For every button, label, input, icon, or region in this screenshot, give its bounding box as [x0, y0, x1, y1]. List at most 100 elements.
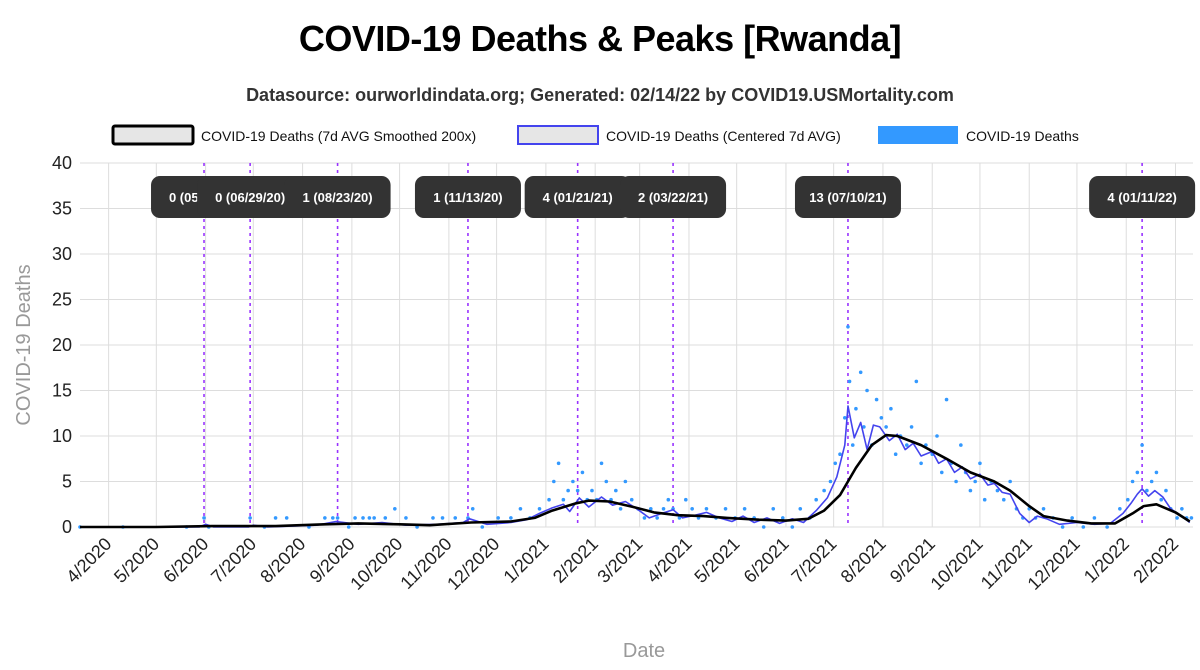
centered-avg-line [80, 405, 1191, 528]
legend-swatch-daily [878, 126, 958, 144]
peak-label-text: 13 (07/10/21) [809, 190, 886, 205]
daily-death-point [944, 397, 949, 402]
daily-death-point [865, 388, 869, 393]
peak-label: 1 (08/23/20) [284, 176, 391, 218]
daily-death-point [1118, 507, 1122, 511]
daily-death-point [905, 443, 909, 447]
daily-death-point [1126, 497, 1130, 502]
chart-subtitle: Datasource: ourworldindata.org; Generate… [246, 85, 954, 105]
daily-death-point [566, 488, 570, 493]
peak-label-text: 2 (03/22/21) [638, 190, 708, 205]
daily-death-point [361, 516, 365, 520]
y-tick-label: 10 [52, 426, 72, 446]
daily-death-point [1154, 470, 1159, 475]
x-tick-label: 1/2021 [500, 534, 553, 587]
x-tick-label: 4/2021 [643, 534, 696, 587]
daily-death-point [404, 516, 408, 520]
x-tick-label: 3/2021 [593, 534, 646, 587]
daily-death-point [655, 516, 659, 520]
daily-death-point [1041, 507, 1046, 511]
y-axis: 0 5 10 15 20 25 30 35 40 [52, 153, 72, 537]
peak-label-box [284, 176, 391, 218]
daily-death-point [353, 516, 357, 520]
daily-death-point [858, 370, 863, 375]
x-tick-label: 12/2021 [1024, 534, 1084, 594]
daily-death-point [814, 497, 818, 502]
daily-death-point [575, 488, 580, 493]
x-tick-label: 12/2020 [443, 534, 503, 594]
daily-death-point [614, 488, 618, 493]
daily-death-point [879, 416, 884, 420]
daily-death-point [677, 516, 682, 520]
daily-death-point [1092, 516, 1097, 520]
daily-death-point [761, 525, 766, 529]
daily-death-point [661, 507, 666, 511]
daily-death-point [847, 379, 852, 384]
daily-death-point [1070, 516, 1074, 520]
daily-death-point [838, 452, 842, 457]
daily-death-point [846, 325, 850, 329]
x-tick-label: 4/2020 [62, 534, 115, 587]
daily-death-point [623, 479, 628, 484]
daily-death-point [666, 497, 671, 502]
daily-death-point [954, 479, 958, 484]
legend-label-smoothed: COVID-19 Deaths (7d AVG Smoothed 200x) [201, 128, 476, 144]
daily-death-point [723, 507, 728, 511]
x-tick-label: 7/2021 [787, 534, 840, 587]
peak-label-box [1089, 176, 1196, 218]
daily-death-point [790, 525, 795, 529]
daily-death-point [798, 507, 803, 511]
daily-death-point [496, 516, 500, 520]
daily-death-point [202, 516, 206, 520]
daily-death-point [1145, 488, 1149, 493]
daily-death-point [973, 479, 977, 484]
daily-death-point [968, 488, 973, 493]
daily-death-point [889, 406, 893, 411]
legend-swatch-smoothed [111, 124, 195, 146]
peak-labels: 0 (05/31/20)0 (06/29/20)1 (08/23/20)1 (1… [151, 176, 1196, 218]
peak-lines [203, 163, 1143, 527]
daily-death-point [431, 516, 435, 520]
daily-death-point [1001, 497, 1006, 502]
x-tick-label: 6/2020 [159, 534, 212, 587]
daily-death-point [642, 516, 647, 520]
daily-death-point [842, 416, 847, 420]
x-axis-title: Date [623, 640, 665, 662]
daily-death-point [331, 516, 335, 520]
daily-death-point [440, 516, 445, 520]
daily-death-point [1081, 525, 1086, 529]
daily-death-point [273, 516, 278, 520]
daily-death-point [1159, 497, 1163, 502]
daily-death-point [335, 516, 340, 520]
y-tick-label: 25 [52, 290, 72, 310]
daily-death-point [571, 479, 575, 484]
daily-death-point [935, 434, 939, 438]
daily-death-point [833, 461, 838, 466]
daily-death-point [771, 507, 776, 511]
daily-death-point [284, 516, 289, 520]
daily-death-point [1135, 470, 1140, 475]
x-tick-label: 2/2022 [1129, 534, 1182, 587]
peak-label: 2 (03/22/21) [620, 176, 727, 218]
daily-death-point [393, 507, 397, 511]
x-tick-label: 10/2021 [927, 534, 987, 594]
y-tick-label: 30 [52, 244, 72, 264]
peak-label: 4 (01/11/22) [1089, 176, 1196, 218]
y-tick-label: 0 [62, 517, 72, 537]
x-tick-label: 8/2020 [256, 534, 309, 587]
daily-death-point [629, 497, 634, 502]
daily-death-point [618, 507, 623, 511]
chart-title: COVID-19 Deaths & Peaks [Rwanda] [298, 18, 902, 59]
peak-label-text: 1 (08/23/20) [303, 190, 373, 205]
peak-label-text: 0 (06/29/20) [215, 190, 285, 205]
daily-death-point [556, 461, 561, 466]
daily-death-point [599, 461, 604, 466]
daily-death-point [561, 497, 566, 502]
daily-death-point [604, 479, 609, 484]
smoothed-avg-path [80, 433, 1191, 529]
daily-death-point [1164, 488, 1168, 493]
x-tick-label: 2/2021 [549, 534, 602, 587]
peak-label-box [414, 176, 521, 218]
centered-avg-path [80, 405, 1191, 528]
